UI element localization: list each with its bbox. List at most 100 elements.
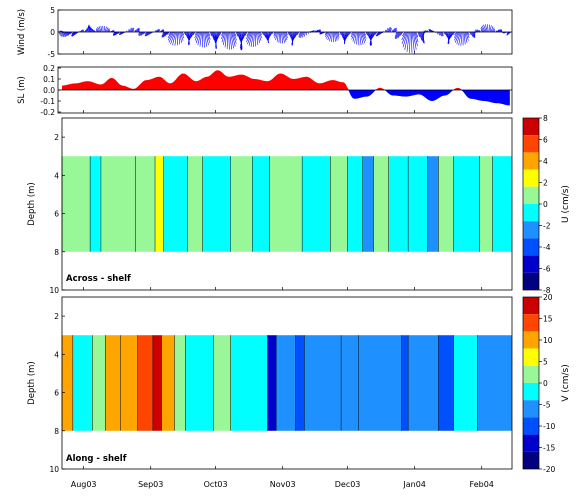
sl-negative-area	[62, 90, 510, 106]
wind-vector	[248, 31, 253, 47]
wind-vector	[229, 31, 233, 50]
wind-vector	[285, 31, 288, 36]
wind-vector	[320, 31, 324, 35]
contour-band	[295, 335, 305, 431]
wind-vector	[296, 31, 300, 36]
wind-vector	[161, 31, 166, 36]
wind-vector	[354, 31, 357, 44]
wind-yticks: 5 0 -5	[48, 6, 61, 59]
wind-vector	[268, 31, 271, 40]
contour-band	[477, 335, 512, 431]
wind-vector	[440, 31, 444, 36]
wind-vector	[409, 31, 411, 53]
contour-band	[267, 335, 277, 431]
wind-vector	[180, 31, 184, 41]
wind-vector	[167, 31, 174, 41]
wind-vector	[98, 26, 102, 33]
contour-band	[304, 335, 342, 431]
wind-vector	[162, 31, 165, 35]
wind-vector	[168, 31, 175, 43]
colorbar-tick-label: 8	[543, 114, 548, 123]
wind-vector	[438, 31, 443, 37]
contour-band	[174, 335, 186, 431]
wind-vector	[472, 31, 476, 39]
wind-vector	[232, 31, 237, 44]
colorbar-cell	[523, 152, 539, 170]
wind-vector	[406, 31, 410, 52]
wind-vector	[395, 31, 398, 35]
colorbar-tick-label: 5	[543, 358, 548, 367]
wind-vector	[481, 25, 486, 33]
wind-vector	[188, 31, 193, 43]
wind-vector	[221, 31, 226, 43]
wind-vector	[470, 31, 474, 37]
wind-vector	[349, 31, 352, 35]
wind-vector	[89, 26, 94, 33]
wind-vector	[167, 31, 173, 38]
contour-band	[362, 156, 374, 252]
colorbar-cell	[523, 118, 539, 136]
u-ylabel: Depth (m)	[27, 182, 37, 226]
wind-vector	[235, 31, 239, 37]
colorbar-tick-label: -10	[543, 422, 555, 431]
wind-vector	[325, 31, 329, 38]
colorbar-tick-label: -5	[543, 401, 551, 410]
wind-vector	[454, 31, 457, 36]
wind-vector	[90, 27, 95, 33]
contour-band	[105, 335, 121, 431]
wind-vector	[454, 31, 459, 41]
wind-vector	[413, 31, 418, 47]
wind-vector	[147, 31, 152, 36]
wind-vector	[91, 28, 95, 33]
wind-vector	[195, 31, 201, 44]
wind-vector	[69, 31, 73, 35]
wind-vector	[149, 31, 153, 35]
colorbar-cell	[523, 272, 539, 290]
wind-vector	[131, 28, 135, 33]
wind-vector	[456, 31, 461, 45]
wind-vector	[361, 31, 367, 42]
wind-vector	[282, 31, 285, 44]
wind-vector	[206, 31, 211, 43]
wind-vector	[366, 31, 370, 39]
wind-vector	[480, 26, 485, 33]
sl-yticks: 0.2 0.1 0.0 -0.1 -0.2	[40, 64, 61, 117]
wind-vector	[135, 27, 140, 33]
wind-vector	[489, 25, 492, 33]
wind-vector	[288, 31, 292, 39]
wind-vectors	[58, 24, 511, 53]
wind-vector	[411, 31, 415, 52]
wind-vector	[71, 31, 74, 35]
wind-vector	[189, 31, 194, 41]
wind-vector	[460, 31, 463, 46]
wind-vector	[160, 29, 164, 33]
ytick-label: 6	[54, 389, 59, 398]
wind-vector	[262, 31, 266, 38]
u-colorbar: 8 6 4 2 0 -2 -4 -6 -8	[522, 114, 551, 295]
wind-vector	[65, 31, 71, 37]
ytick-label: 0.1	[43, 75, 55, 84]
wind-vector	[190, 31, 195, 38]
wind-vector	[106, 28, 110, 33]
wind-vector	[118, 31, 123, 35]
wind-vector	[498, 29, 502, 33]
contour-band	[479, 156, 493, 252]
wind-vector	[219, 31, 222, 36]
ytick-label: 5	[50, 6, 55, 15]
contour-band	[100, 156, 136, 252]
wind-vector	[412, 31, 417, 50]
wind-vector	[414, 31, 419, 43]
wind-vector	[156, 28, 160, 33]
wind-vector	[228, 31, 230, 50]
contour-band	[92, 335, 106, 431]
wind-vector	[447, 31, 453, 42]
along-shelf-panel: 2 4 6 8 10 Depth (m) Along - shelf 20 15 10 5 0 -…	[27, 293, 571, 474]
colorbar-tick-label: -2	[543, 222, 551, 231]
wind-vector	[291, 31, 297, 43]
wind-vector	[253, 31, 255, 47]
contour-band	[453, 335, 478, 431]
across-shelf-annotation: Across - shelf	[66, 274, 131, 284]
colorbar-tick-label: -15	[543, 444, 555, 453]
sl-positive-area	[62, 70, 510, 90]
